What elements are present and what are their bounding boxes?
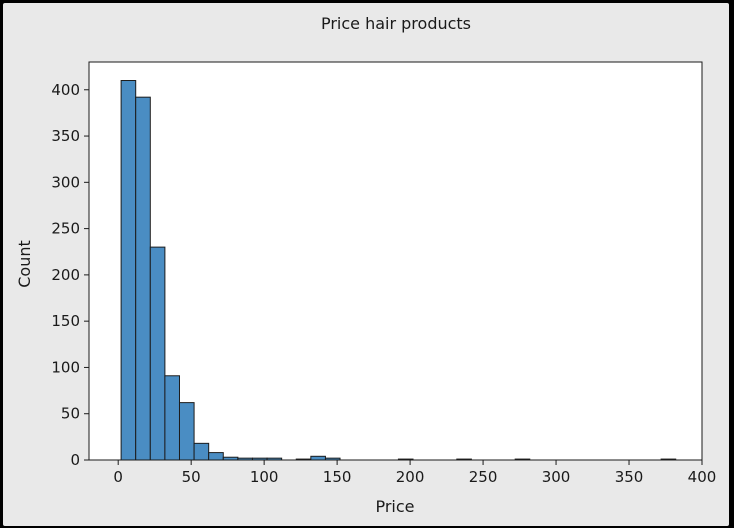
y-tick-label: 200 — [51, 266, 80, 284]
x-tick-label: 200 — [396, 468, 425, 486]
x-tick-label: 0 — [113, 468, 123, 486]
y-tick-label: 400 — [51, 81, 80, 99]
x-tick-label: 100 — [250, 468, 279, 486]
x-tick-label: 350 — [615, 468, 644, 486]
plot-frame — [88, 61, 703, 461]
histogram-bar — [164, 375, 180, 461]
plot-area — [89, 62, 702, 460]
histogram-bar — [120, 80, 137, 461]
y-tick-label: 350 — [51, 127, 80, 145]
histogram-bar — [310, 455, 326, 461]
histogram-bar — [149, 246, 166, 461]
y-tick-label: 250 — [51, 220, 80, 238]
y-axis-label: Count — [15, 240, 34, 288]
histogram-bar — [135, 96, 151, 461]
y-tick-label: 100 — [51, 358, 80, 376]
histogram-bar — [193, 442, 210, 461]
x-axis-label: Price — [375, 497, 414, 516]
histogram-bar — [208, 452, 224, 461]
y-axis-ticks: 0 50 100 150 200 250 300 350 400 — [51, 81, 89, 469]
x-tick-label: 250 — [469, 468, 498, 486]
x-tick-label: 400 — [688, 468, 717, 486]
histogram-bars — [120, 80, 677, 461]
x-tick-label: 50 — [182, 468, 201, 486]
x-tick-label: 300 — [542, 468, 571, 486]
x-axis-ticks: 0 50 100 150 200 250 300 350 400 — [113, 460, 716, 486]
y-tick-label: 150 — [51, 312, 80, 330]
y-tick-label: 50 — [61, 405, 80, 423]
histogram-bar — [178, 402, 195, 461]
y-tick-label: 300 — [51, 173, 80, 191]
chart-title: Price hair products — [321, 14, 471, 33]
x-tick-label: 150 — [323, 468, 352, 486]
y-tick-label: 0 — [70, 451, 80, 469]
